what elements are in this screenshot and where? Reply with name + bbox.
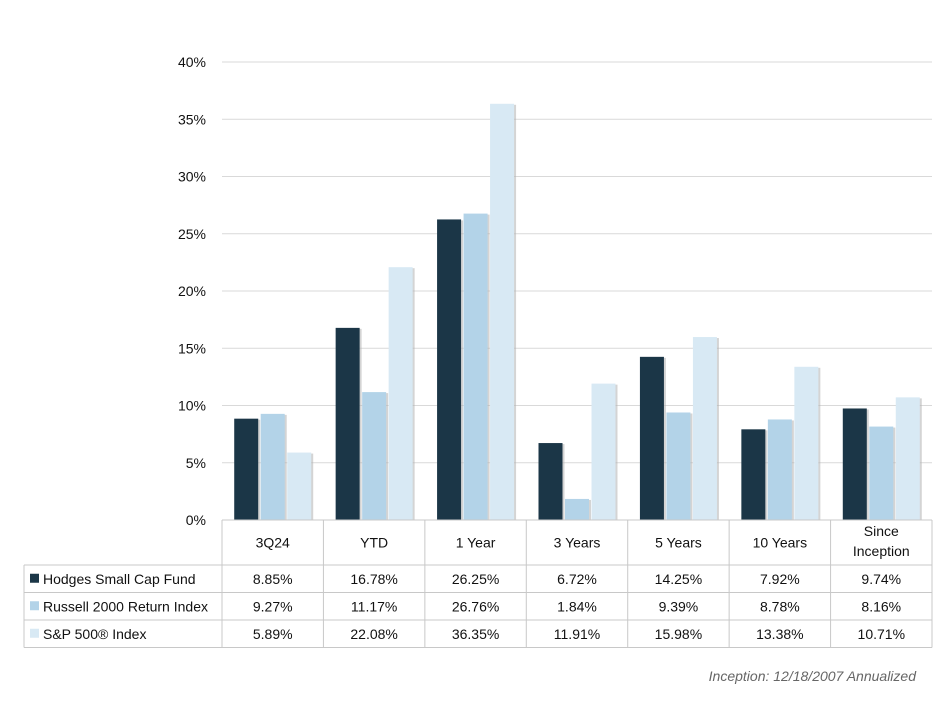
value-cell: 13.38%	[756, 626, 803, 642]
bar	[565, 498, 589, 520]
value-cell: 5.89%	[253, 626, 293, 642]
x-category-label: Since Inception	[853, 523, 910, 559]
x-category-label: 1 Year	[456, 535, 496, 551]
bar	[335, 327, 360, 520]
value-cell: 36.35%	[452, 626, 499, 642]
bar	[591, 383, 616, 520]
value-cell: 22.08%	[350, 626, 397, 642]
bar	[842, 408, 867, 520]
bar	[490, 103, 515, 520]
bars	[234, 103, 922, 520]
value-cell: 8.16%	[861, 598, 901, 614]
value-cell: 7.92%	[760, 571, 800, 587]
y-tick-label: 30%	[178, 169, 206, 185]
value-cell: 9.39%	[659, 598, 699, 614]
value-cell: 26.76%	[452, 598, 499, 614]
value-cell: 8.78%	[760, 598, 800, 614]
value-cell: 9.27%	[253, 598, 293, 614]
data-table: 3Q24 YTD 1 Year 3 Years 5 Years 10 Years Since…	[23, 519, 933, 648]
y-axis-ticks: 0% 5% 10% 15% 20% 25% 30% 35% 40%	[178, 54, 206, 528]
bar	[388, 267, 413, 520]
x-category-label: YTD	[360, 535, 388, 551]
legend-swatch	[30, 601, 39, 611]
bar	[437, 219, 462, 520]
bar	[260, 413, 285, 520]
bar	[869, 426, 894, 520]
y-tick-label: 25%	[178, 226, 206, 242]
inception-footnote: Inception: 12/18/2007 Annualized	[708, 668, 916, 684]
bar	[741, 429, 766, 520]
x-category-label: 3Q24	[256, 535, 290, 551]
value-cell: 8.85%	[253, 571, 293, 587]
bar	[538, 443, 563, 520]
bar	[234, 418, 259, 520]
y-tick-label: 0%	[186, 512, 206, 528]
bar	[463, 213, 488, 520]
value-cell: 26.25%	[452, 571, 499, 587]
bar	[767, 419, 792, 520]
series-name: S&P 500® Index	[43, 626, 146, 642]
x-category-label: 5 Years	[655, 535, 702, 551]
bar	[287, 452, 312, 520]
x-category-label: 3 Years	[554, 535, 601, 551]
y-tick-label: 5%	[186, 455, 206, 471]
series-name: Russell 2000 Return Index	[43, 598, 208, 614]
value-cell: 14.25%	[655, 571, 702, 587]
bar	[692, 337, 717, 520]
x-category-label: 10 Years	[753, 535, 808, 551]
value-cell: 11.17%	[351, 598, 397, 614]
legend-swatch	[30, 573, 39, 583]
value-cell: 10.71%	[858, 626, 905, 642]
value-cell: 9.74%	[861, 571, 901, 587]
y-tick-label: 10%	[178, 398, 206, 414]
legend-swatch	[30, 628, 39, 638]
bar	[895, 397, 920, 520]
bar	[639, 356, 664, 520]
y-tick-label: 15%	[178, 340, 206, 356]
value-cell: 6.72%	[557, 571, 597, 587]
y-tick-label: 20%	[178, 283, 206, 299]
y-tick-label: 35%	[178, 111, 206, 127]
gridlines	[222, 61, 932, 464]
bar	[666, 412, 691, 520]
value-cell: 15.98%	[655, 626, 702, 642]
bar	[362, 392, 387, 520]
y-tick-label: 40%	[178, 54, 206, 70]
value-cell: 16.78%	[350, 571, 397, 587]
value-cell: 1.84%	[557, 598, 597, 614]
value-cell: 11.91%	[554, 626, 600, 642]
series-name: Hodges Small Cap Fund	[43, 571, 196, 587]
bar	[794, 366, 819, 520]
